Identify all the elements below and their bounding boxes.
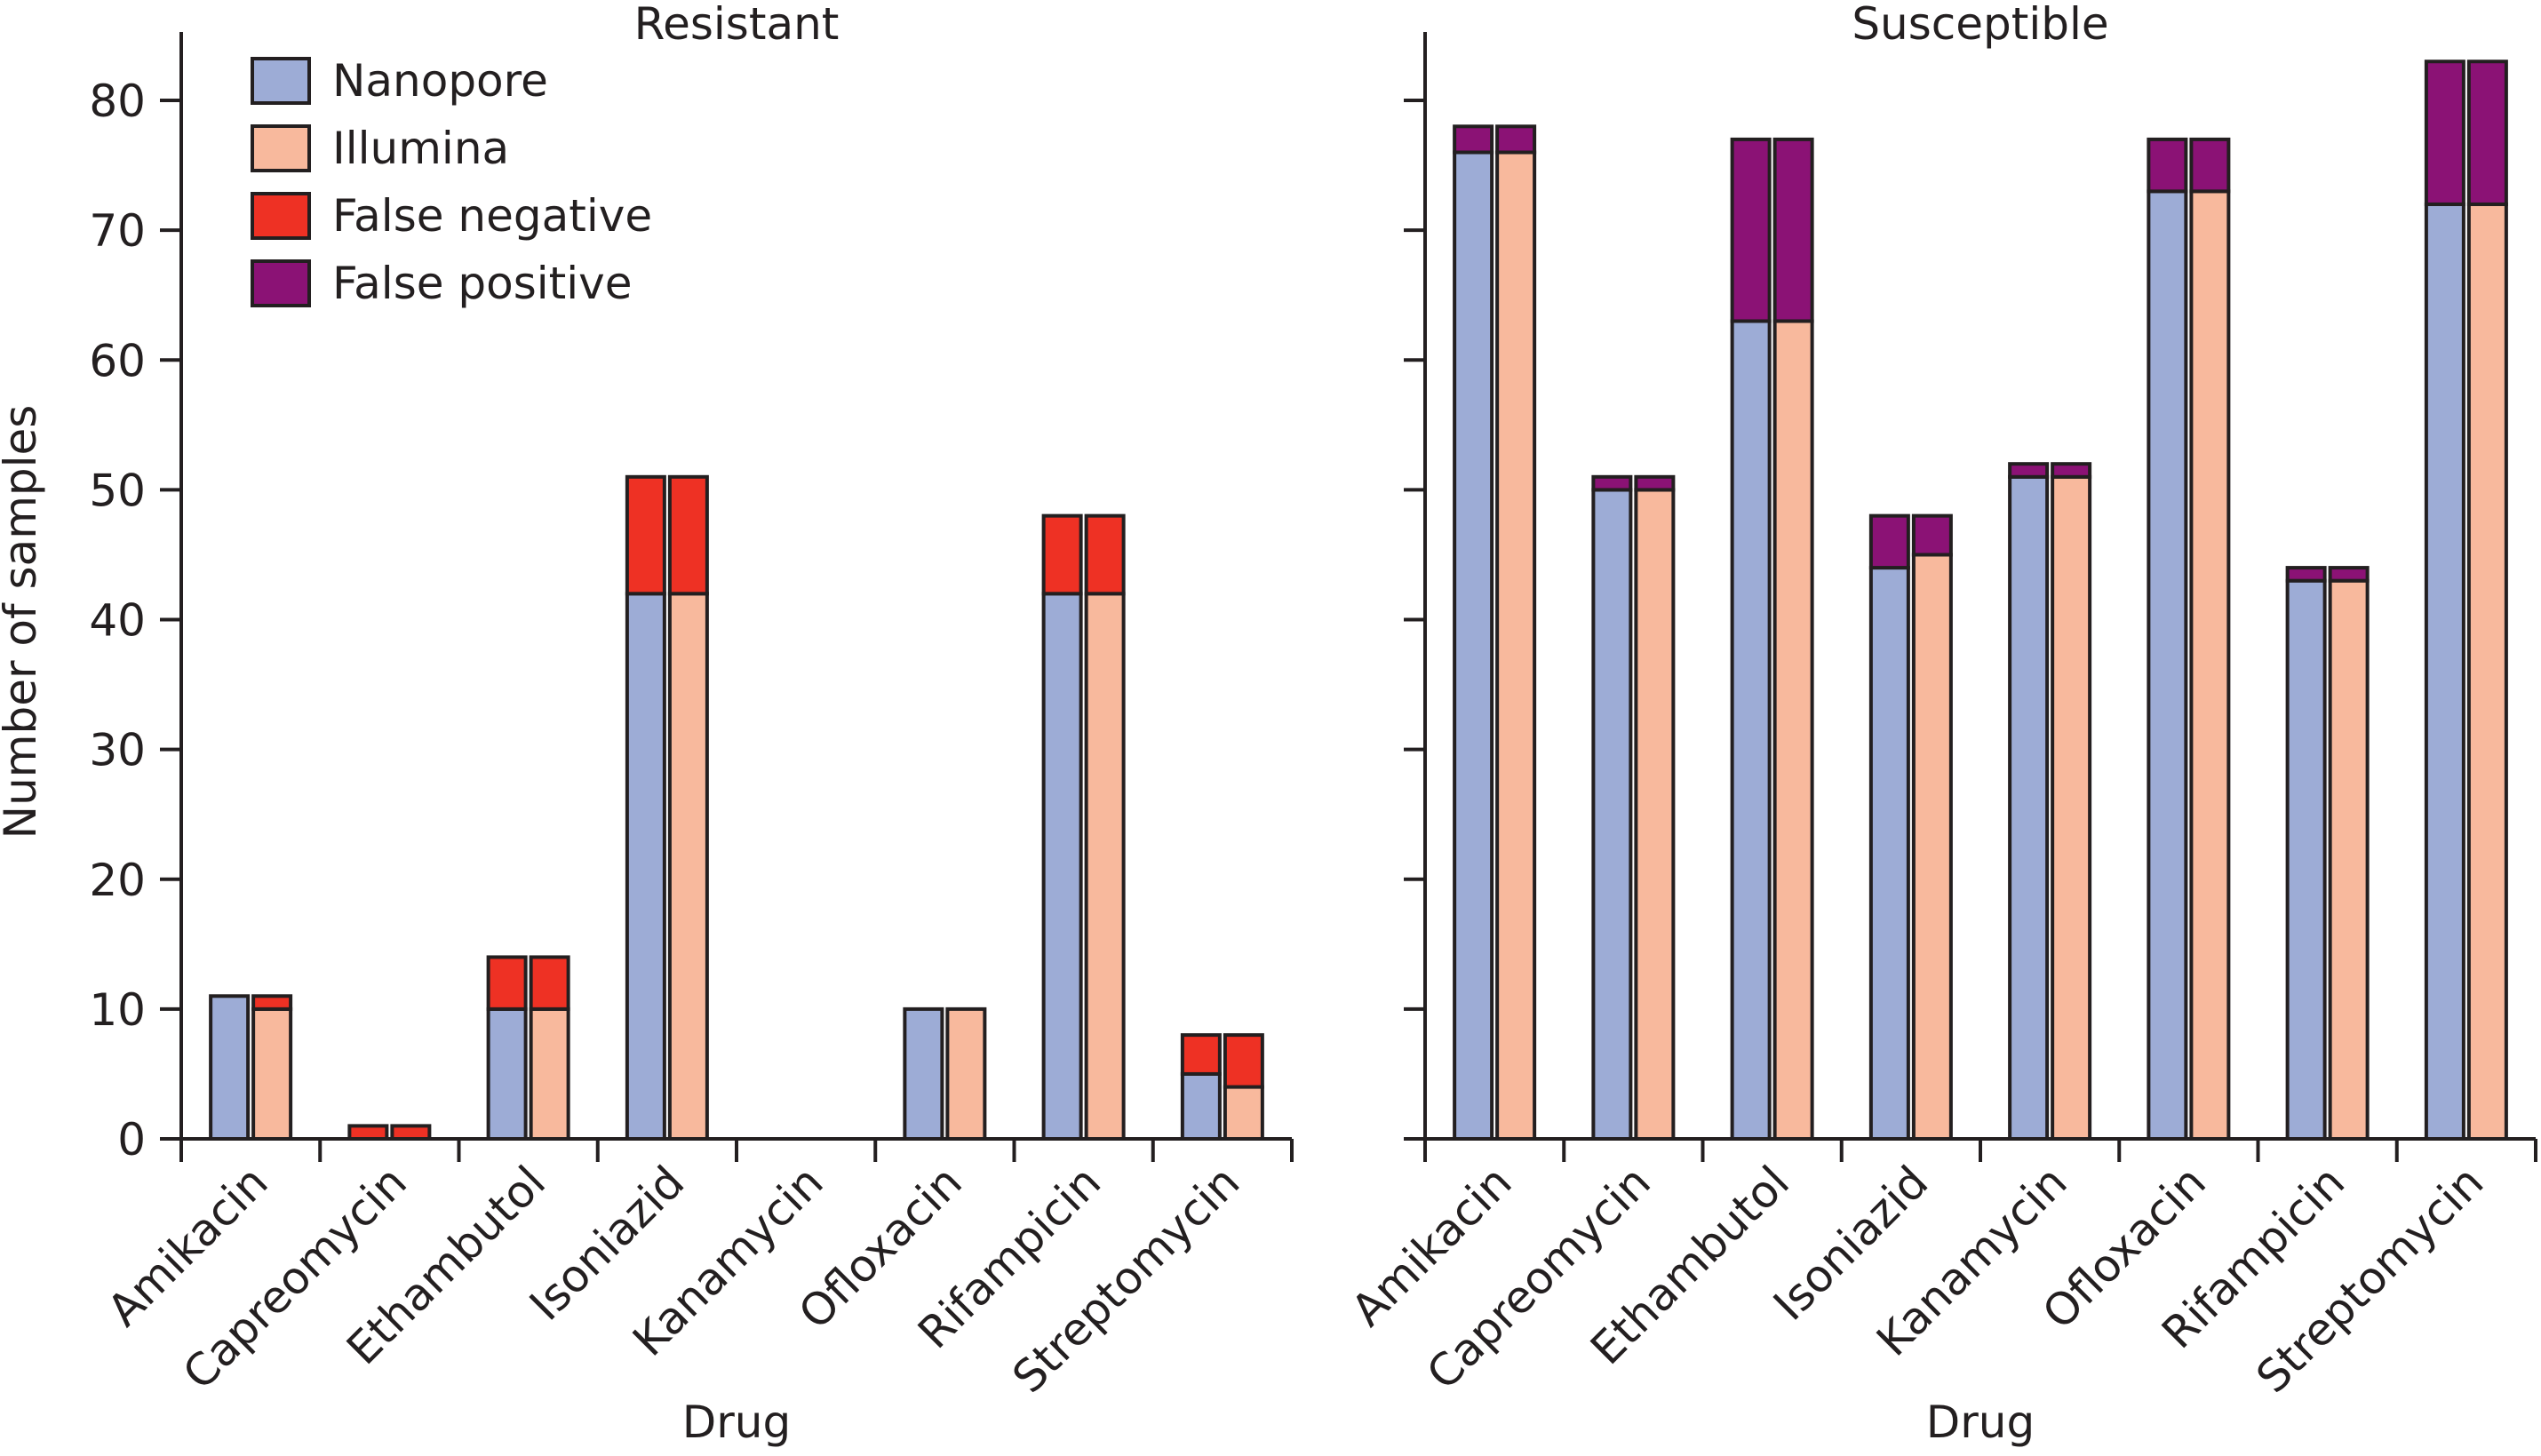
y-tick-label: 10 — [89, 984, 146, 1036]
bar-nanopore — [2424, 202, 2465, 1142]
bar-illumina — [1084, 592, 1126, 1141]
bar-nanopore-false-positive — [1453, 124, 1494, 155]
bar-illumina-false-positive — [1634, 474, 1676, 492]
bar-illumina — [1634, 488, 1676, 1141]
bar-illumina-false-negative — [667, 474, 709, 596]
x-axis-label: Drug — [682, 1396, 792, 1448]
legend-swatch-false-negative — [251, 192, 311, 240]
bar-illumina-false-positive — [1772, 137, 1814, 323]
bar-nanopore — [1591, 488, 1633, 1141]
bar-illumina — [1495, 150, 1537, 1142]
bar-nanopore-false-positive — [2008, 462, 2050, 479]
bar-nanopore-false-negative — [625, 474, 666, 596]
legend-swatch-nanopore — [251, 57, 311, 105]
bar-nanopore-false-positive — [1591, 474, 1633, 492]
bar-nanopore-false-negative — [1180, 1033, 1222, 1076]
panel-title: Susceptible — [1852, 0, 2108, 50]
bar-nanopore-false-positive — [2285, 566, 2327, 583]
bar-nanopore-false-positive — [2147, 137, 2188, 194]
bar-illumina-false-negative — [1084, 513, 1126, 596]
bar-illumina — [2051, 474, 2092, 1141]
bar-illumina-false-positive — [1911, 513, 1953, 557]
bar-illumina — [1223, 1085, 1264, 1142]
bar-illumina-false-negative — [251, 994, 293, 1011]
legend-label: False positive — [332, 258, 633, 309]
bar-nanopore — [1180, 1071, 1222, 1141]
bar-nanopore-false-negative — [347, 1124, 389, 1141]
bar-nanopore — [1453, 150, 1494, 1142]
y-tick-label: 70 — [89, 205, 146, 257]
legend-swatch-illumina — [251, 124, 311, 172]
bar-nanopore — [1868, 566, 1910, 1141]
bar-illumina — [1911, 553, 1953, 1141]
panel-title: Resistant — [634, 0, 840, 50]
bar-illumina — [2328, 578, 2370, 1141]
legend-label: False negative — [332, 190, 652, 242]
bar-illumina-false-positive — [2189, 137, 2231, 194]
legend-label: Illumina — [332, 123, 509, 174]
y-tick-label: 30 — [89, 725, 146, 776]
y-tick-label: 0 — [117, 1114, 146, 1166]
y-tick-label: 60 — [89, 335, 146, 386]
y-axis-label: Number of samples — [0, 405, 46, 839]
bar-illumina — [2466, 202, 2508, 1142]
y-tick-label: 50 — [89, 465, 146, 516]
y-tick-label: 80 — [89, 76, 146, 127]
bar-illumina — [2189, 189, 2231, 1141]
bar-nanopore-false-negative — [486, 955, 528, 1011]
bar-illumina — [1772, 319, 1814, 1142]
bar-nanopore-false-positive — [1868, 513, 1910, 570]
panel-susceptible: SusceptibleAmikacinCapreomycinEthambutol… — [1342, 0, 2537, 1448]
bar-illumina — [945, 1006, 987, 1141]
bar-nanopore — [209, 994, 251, 1142]
bar-illumina — [667, 592, 709, 1141]
bar-nanopore-false-positive — [2424, 60, 2465, 206]
x-axis-label: Drug — [1926, 1396, 2035, 1448]
bar-nanopore-false-positive — [1730, 137, 1772, 323]
legend-swatch-false-positive — [251, 259, 311, 307]
bar-illumina — [251, 1006, 293, 1141]
bar-nanopore — [1730, 319, 1772, 1142]
legend-label: Nanopore — [332, 55, 548, 107]
y-tick-label: 40 — [89, 595, 146, 647]
bar-illumina-false-positive — [2328, 566, 2370, 583]
bar-illumina-false-positive — [2466, 60, 2508, 206]
bar-nanopore — [2285, 578, 2327, 1141]
bar-illumina-false-positive — [2051, 462, 2092, 479]
bar-illumina-false-negative — [529, 955, 570, 1011]
y-tick-label: 20 — [89, 855, 146, 906]
bar-nanopore-false-negative — [1041, 513, 1083, 596]
bar-nanopore — [2147, 189, 2188, 1141]
bar-illumina-false-positive — [1495, 124, 1537, 155]
bar-nanopore — [1041, 592, 1083, 1141]
bar-illumina — [529, 1006, 570, 1141]
bar-nanopore — [2008, 474, 2050, 1141]
bar-nanopore — [903, 1006, 944, 1141]
bar-illumina-false-negative — [1223, 1033, 1264, 1089]
bar-illumina-false-negative — [390, 1124, 432, 1141]
bar-nanopore — [625, 592, 666, 1141]
legend: Nanopore Illumina False negative False posi… — [251, 55, 652, 309]
bar-nanopore — [486, 1006, 528, 1141]
